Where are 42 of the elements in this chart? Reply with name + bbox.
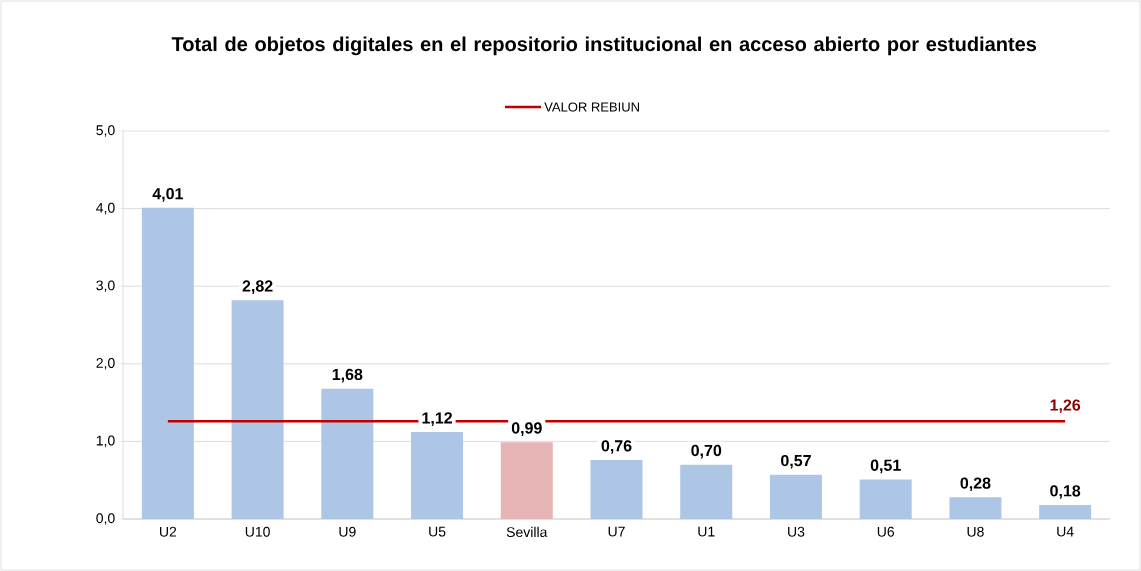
x-tick-label: U7 [608, 526, 625, 537]
chart-title: Total de objetos digitales en el repositorio institucional en acceso abierto por estudiantes [171, 36, 1037, 56]
data-label: 0,70 [691, 444, 722, 459]
y-tick-label: 1,0 [96, 435, 115, 448]
y-tick-label: 0,0 [96, 513, 115, 525]
data-label: 0,76 [601, 440, 632, 454]
x-tick-label: U2 [160, 526, 177, 537]
y-tick-label: 3,0 [96, 280, 115, 292]
bar [859, 479, 912, 519]
data-label: 0,99 [511, 422, 542, 436]
annotation: 1,26 [1050, 399, 1081, 414]
bar [231, 300, 284, 519]
x-tick-label: U3 [788, 526, 805, 537]
x-tick-label: Sevilla [506, 526, 548, 538]
data-label: 0,18 [1050, 485, 1081, 499]
bar [590, 460, 643, 519]
x-tick-label: U6 [877, 526, 895, 537]
x-tick-label: U8 [967, 526, 984, 537]
bar [769, 474, 822, 519]
bar [949, 497, 1002, 519]
data-label: 0,57 [781, 454, 811, 469]
x-tick-label: U1 [698, 526, 715, 537]
data-label: 4,01 [152, 187, 183, 202]
y-tick-label: 4,0 [96, 202, 115, 215]
bar [1039, 505, 1092, 519]
x-tick-label: U5 [429, 526, 446, 537]
bar [411, 432, 464, 519]
x-tick-label: U9 [339, 526, 356, 537]
legend-label: VALOR REBIUN [544, 102, 639, 112]
data-label: 1,68 [332, 368, 363, 383]
x-tick-label: U10 [245, 526, 270, 537]
x-tick-label: U4 [1057, 526, 1074, 537]
data-label: 1,12 [422, 412, 452, 426]
bar [321, 388, 374, 519]
y-tick-label: 2,0 [96, 358, 115, 370]
bar [500, 442, 553, 519]
bar [680, 464, 733, 519]
y-tick-label: 5,0 [96, 125, 115, 137]
data-label: 2,82 [242, 280, 273, 294]
data-label: 0,51 [870, 459, 901, 474]
data-label: 0,28 [960, 477, 991, 492]
bar [141, 207, 194, 519]
